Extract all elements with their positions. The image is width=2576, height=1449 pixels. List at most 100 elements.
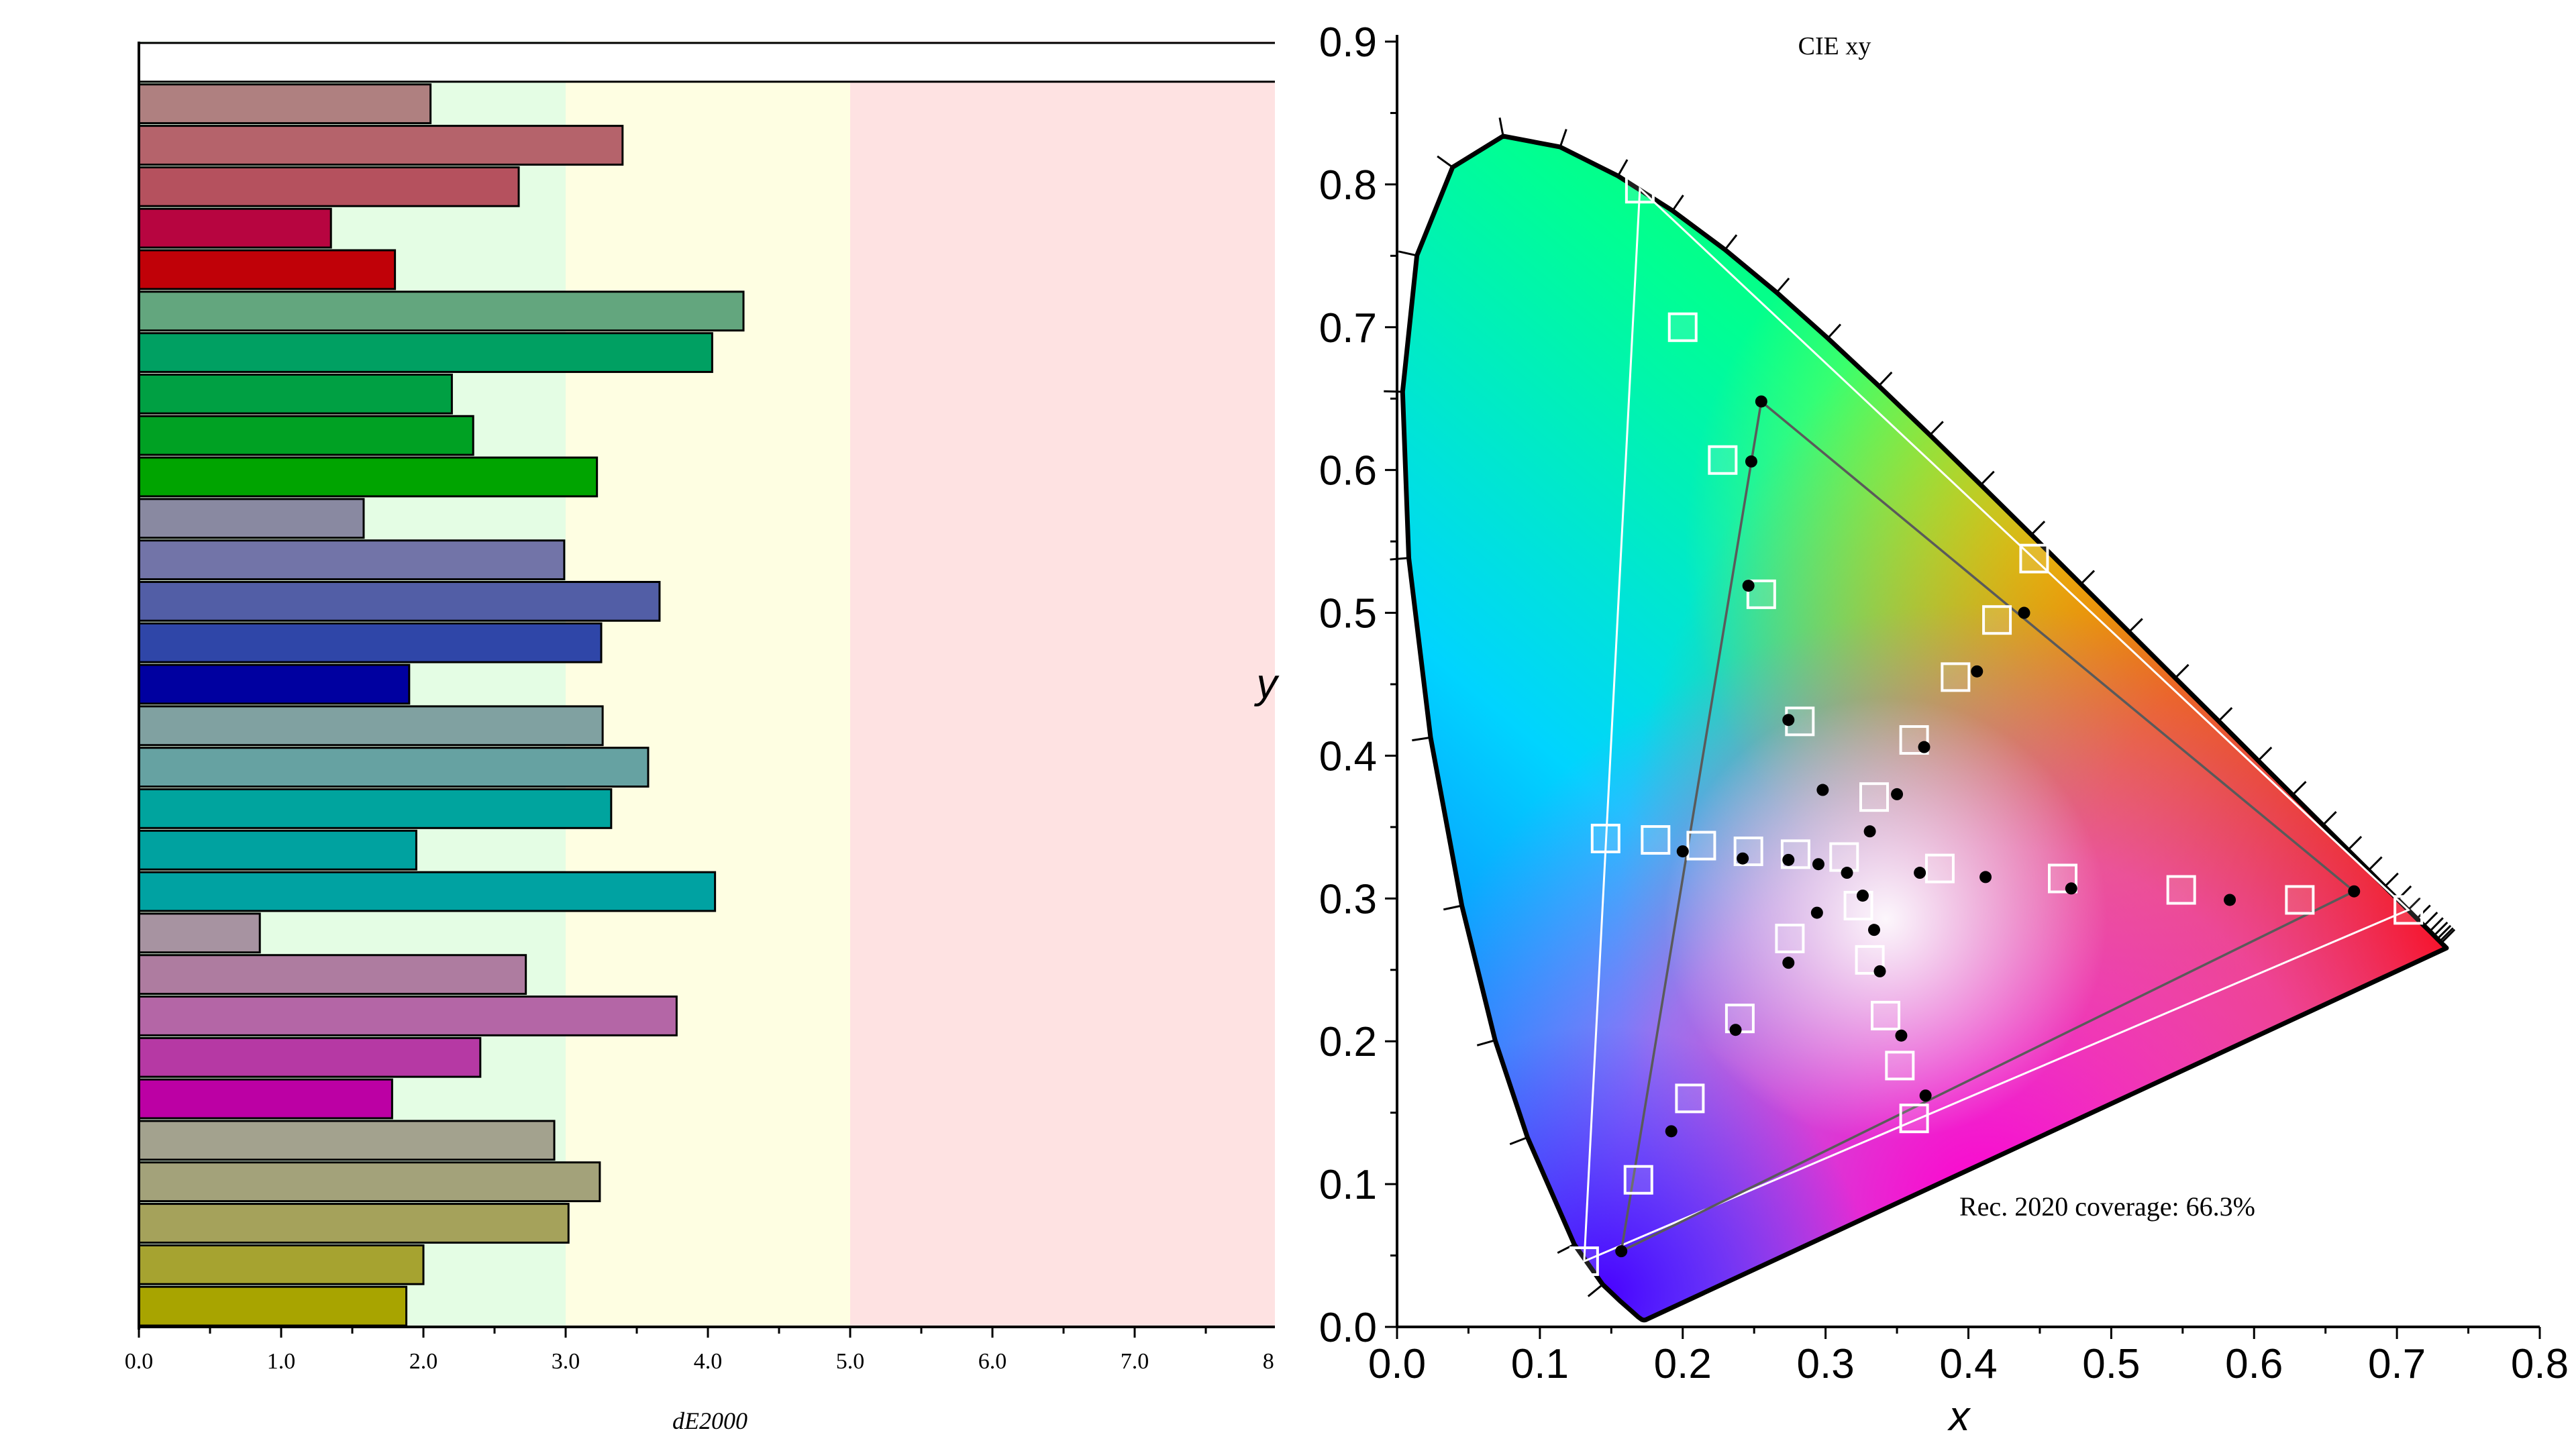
measured-marker bbox=[1755, 395, 1767, 408]
measured-marker bbox=[1895, 1029, 1908, 1042]
measured-marker bbox=[1868, 924, 1881, 936]
measured-marker bbox=[2224, 894, 2236, 906]
target-marker bbox=[1924, 853, 1955, 883]
wavelength-tick bbox=[1390, 557, 1409, 561]
measured-marker bbox=[1863, 825, 1876, 838]
bar-29 bbox=[138, 1244, 425, 1285]
wavelength-tick bbox=[2080, 570, 2096, 585]
bar-22 bbox=[138, 954, 527, 996]
bar-13 bbox=[138, 580, 661, 622]
measured-marker bbox=[2348, 885, 2361, 898]
cie-y-tick-label: 0.1 bbox=[1319, 1162, 1377, 1208]
bar-1 bbox=[138, 83, 432, 125]
cie-x-tick-label: 0.1 bbox=[1511, 1341, 1569, 1387]
wavelength-tick bbox=[1587, 1283, 1604, 1297]
wavelength-tick bbox=[1557, 1243, 1575, 1254]
cie-xy-chart: 0.0 0.1 0.2 0.3 0.4 0.5 0.6 0.7 0.8 0.0 0.1 0.2 0.3 0… bbox=[1254, 19, 2569, 1440]
target-marker bbox=[1675, 1083, 1705, 1114]
wavelength-tick bbox=[2436, 924, 2452, 940]
spectral-locus-outline bbox=[1400, 133, 2449, 1323]
wavelength-tick bbox=[2322, 810, 2337, 826]
target-marker bbox=[1686, 830, 1716, 861]
cie-x-tick-label: 0.4 bbox=[1939, 1341, 1997, 1387]
measured-marker bbox=[1729, 1024, 1742, 1036]
bar-18 bbox=[138, 788, 613, 829]
bar-5 bbox=[138, 249, 397, 290]
bar-7 bbox=[138, 332, 713, 373]
wavelength-tick bbox=[2030, 521, 2046, 536]
x-tick-label: 0.0 bbox=[125, 1349, 154, 1374]
bar-10 bbox=[138, 456, 599, 498]
cie-y-tick-label: 0.8 bbox=[1319, 162, 1377, 209]
x-tick-label: 4.0 bbox=[694, 1349, 723, 1374]
chart-title: CIE xy bbox=[1798, 32, 1871, 60]
bar-28 bbox=[138, 1203, 570, 1244]
bar-25 bbox=[138, 1078, 393, 1120]
wavelength-tick bbox=[2383, 872, 2399, 888]
wavelength-tick bbox=[1724, 234, 1738, 251]
wavelength-tick bbox=[2128, 618, 2143, 633]
wavelength-tick bbox=[2367, 856, 2383, 871]
bar-15 bbox=[138, 663, 411, 705]
target-marker bbox=[1899, 725, 1929, 755]
cie-x-tick-label: 0.7 bbox=[2368, 1341, 2426, 1387]
bar-9 bbox=[138, 415, 474, 456]
wavelength-tick bbox=[1398, 250, 1417, 257]
target-marker bbox=[2393, 895, 2424, 925]
wavelength-tick bbox=[1617, 159, 1629, 177]
wavelength-tick bbox=[1559, 129, 1567, 148]
target-marker bbox=[2285, 885, 2315, 915]
bar-0 bbox=[138, 42, 1275, 83]
x-tick-label: 3.0 bbox=[552, 1349, 580, 1374]
wavelength-tick bbox=[1437, 155, 1453, 168]
wavelength-tick bbox=[1929, 421, 1944, 436]
bar-24 bbox=[138, 1036, 482, 1078]
measured-marker bbox=[1782, 957, 1795, 969]
cie-y-tick-label: 0.4 bbox=[1319, 733, 1377, 780]
x-tick-label: 2.0 bbox=[409, 1349, 438, 1374]
target-marker bbox=[1859, 782, 1890, 812]
measured-marker bbox=[1918, 741, 1930, 753]
bar-17 bbox=[138, 747, 650, 788]
wavelength-tick bbox=[2257, 747, 2273, 761]
wavelength-tick bbox=[1826, 323, 1842, 339]
measured-marker bbox=[1665, 1125, 1678, 1138]
target-marker bbox=[2019, 543, 2049, 574]
wavelength-tick bbox=[1671, 195, 1684, 211]
wavelength-tick bbox=[1443, 904, 1462, 911]
target-points bbox=[1569, 174, 2424, 1277]
rec2020-gamut-triangle bbox=[1583, 186, 2410, 1263]
cie-x-tick-label: 0.3 bbox=[1797, 1341, 1855, 1387]
bar-6 bbox=[138, 290, 745, 332]
target-marker bbox=[1941, 662, 1971, 692]
wavelength-tick bbox=[2416, 904, 2431, 920]
cie-axes: 0.0 0.1 0.2 0.3 0.4 0.5 0.6 0.7 0.8 0.0 0.1 0.2 0.3 0… bbox=[1319, 19, 2569, 1387]
measured-marker bbox=[1841, 867, 1853, 879]
wavelength-tick bbox=[2347, 836, 2363, 851]
target-marker bbox=[1625, 174, 1655, 204]
bar-16 bbox=[138, 705, 604, 747]
measured-marker bbox=[1782, 714, 1795, 727]
y-axis-label: y bbox=[1254, 661, 1280, 707]
bar-8 bbox=[138, 373, 453, 415]
wavelength-ticks bbox=[1384, 117, 2456, 1297]
cie-x-tick-label: 0.5 bbox=[2082, 1341, 2140, 1387]
wavelength-tick bbox=[1384, 390, 1403, 393]
measured-marker bbox=[1971, 665, 1983, 678]
wavelength-tick bbox=[1498, 117, 1504, 137]
measured-marker bbox=[1979, 871, 1992, 883]
x-tick-label: 6.0 bbox=[978, 1349, 1007, 1374]
measured-marker bbox=[1891, 788, 1904, 800]
wavelength-tick bbox=[2291, 781, 2307, 796]
bar-30 bbox=[138, 1285, 408, 1327]
target-marker bbox=[1623, 1165, 1653, 1195]
wavelength-tick bbox=[1509, 1136, 1528, 1146]
bar-21 bbox=[138, 912, 261, 954]
bar-20 bbox=[138, 871, 717, 912]
bar-27 bbox=[138, 1161, 601, 1203]
wavelength-tick bbox=[2174, 663, 2189, 679]
cie-y-tick-label: 0.5 bbox=[1319, 591, 1377, 637]
measured-marker bbox=[1745, 455, 1757, 468]
target-marker bbox=[1641, 825, 1671, 855]
measured-gamut-triangle bbox=[1619, 399, 2357, 1254]
